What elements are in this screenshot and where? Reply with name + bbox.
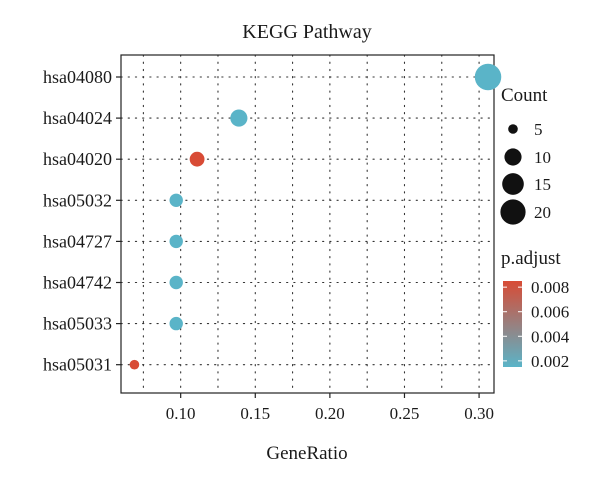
y-axis: hsa04080 hsa04024 hsa04020 hsa05032 hsa04727… bbox=[43, 67, 121, 375]
x-tick-label: 0.20 bbox=[315, 404, 345, 423]
size-legend-dot bbox=[500, 199, 526, 225]
size-legend-dot bbox=[504, 148, 522, 166]
color-legend-label: 0.004 bbox=[531, 327, 570, 346]
x-tick-label: 0.30 bbox=[464, 404, 494, 423]
x-tick-label: 0.25 bbox=[390, 404, 420, 423]
point-hsa05032 bbox=[169, 193, 183, 208]
y-tick-label: hsa04080 bbox=[43, 67, 112, 87]
size-legend-label: 10 bbox=[534, 148, 551, 167]
y-tick-label: hsa04024 bbox=[43, 108, 112, 128]
grid bbox=[120, 54, 495, 394]
size-legend-dot bbox=[502, 173, 524, 195]
y-tick-label: hsa04742 bbox=[43, 273, 112, 293]
plot-frame bbox=[120, 54, 495, 394]
point-hsa04020 bbox=[189, 151, 205, 167]
point-hsa05031 bbox=[129, 359, 140, 370]
y-tick-label: hsa05033 bbox=[43, 314, 112, 334]
x-axis: 0.10 0.15 0.20 0.25 0.30 bbox=[166, 393, 494, 423]
color-legend-bar bbox=[503, 281, 522, 367]
y-tick-label: hsa05032 bbox=[43, 190, 112, 210]
color-legend-label: 0.008 bbox=[531, 278, 569, 297]
x-tick-label: 0.15 bbox=[240, 404, 270, 423]
point-hsa04024 bbox=[230, 109, 248, 127]
size-legend-label: 5 bbox=[534, 120, 543, 139]
data-points bbox=[129, 63, 502, 370]
size-legend-label: 20 bbox=[534, 203, 551, 222]
size-legend-title: Count bbox=[501, 85, 548, 106]
color-legend-label: 0.002 bbox=[531, 352, 569, 371]
y-tick-label: hsa05031 bbox=[43, 355, 112, 375]
x-axis-title: GeneRatio bbox=[266, 443, 347, 464]
point-hsa04742 bbox=[169, 275, 183, 290]
y-tick-label: hsa04727 bbox=[43, 231, 112, 251]
chart-title: KEGG Pathway bbox=[242, 21, 371, 43]
point-hsa04080 bbox=[474, 63, 502, 91]
size-legend-dot bbox=[508, 124, 518, 134]
color-legend: 0.008 0.006 0.004 0.002 bbox=[503, 278, 570, 371]
size-legend: 5 10 15 20 bbox=[500, 120, 551, 225]
x-tick-label: 0.10 bbox=[166, 404, 196, 423]
color-legend-title: p.adjust bbox=[501, 248, 561, 269]
size-legend-label: 15 bbox=[534, 175, 551, 194]
y-tick-label: hsa04020 bbox=[43, 149, 112, 169]
color-legend-label: 0.006 bbox=[531, 303, 569, 322]
point-hsa04727 bbox=[169, 234, 183, 249]
point-hsa05033 bbox=[169, 316, 183, 331]
